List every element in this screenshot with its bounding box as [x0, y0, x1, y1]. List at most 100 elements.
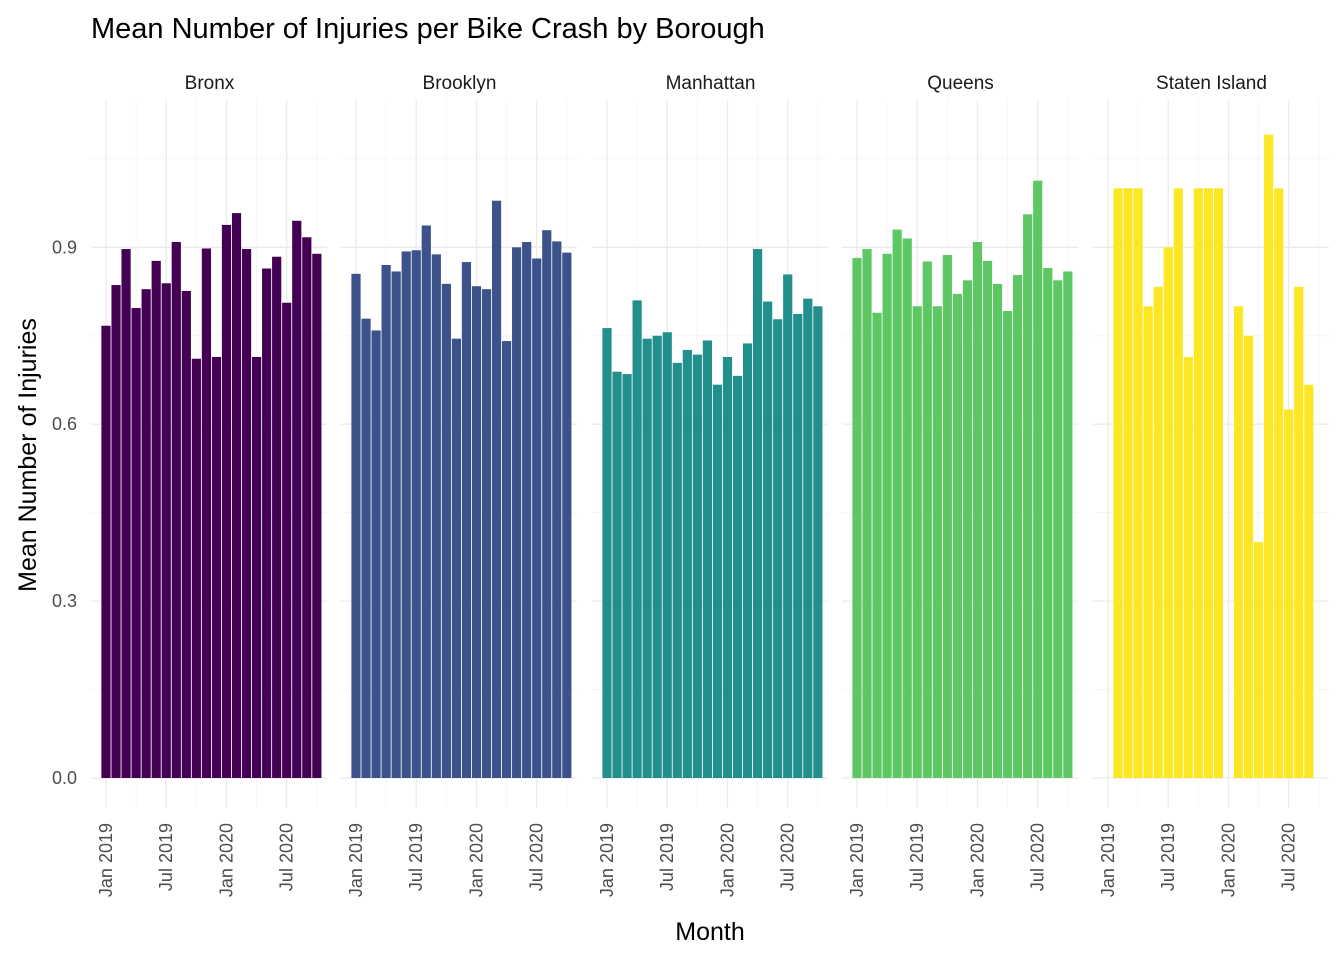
bar	[131, 308, 141, 778]
bar	[381, 264, 391, 778]
bar	[942, 254, 952, 778]
x-tick-label: Jan 2019	[96, 823, 116, 897]
bar	[461, 262, 472, 779]
bar	[862, 249, 872, 779]
bar	[221, 224, 232, 778]
bar	[682, 349, 692, 778]
bar	[692, 354, 702, 778]
bar	[371, 330, 381, 778]
bar	[401, 251, 411, 778]
bar	[262, 268, 272, 778]
bar	[1033, 180, 1043, 778]
bar	[1013, 275, 1023, 778]
bar	[612, 371, 622, 778]
bar	[722, 356, 733, 778]
bar	[1193, 188, 1203, 779]
bar	[932, 306, 942, 778]
x-tick-label: Jan 2020	[1218, 823, 1238, 897]
x-tick-label: Jul 2020	[778, 823, 798, 891]
bar	[231, 213, 242, 778]
bar	[252, 356, 262, 778]
bar	[753, 249, 763, 779]
bar	[1294, 286, 1304, 778]
bar	[441, 283, 451, 778]
x-tick-label: Jan 2020	[466, 823, 486, 897]
bar	[1063, 271, 1073, 778]
facet-strip-label: Bronx	[185, 73, 235, 94]
bar	[872, 312, 882, 778]
x-tick-label: Jan 2020	[216, 823, 236, 897]
bar	[292, 220, 302, 778]
bar	[1203, 188, 1213, 779]
bar	[793, 313, 803, 778]
bar	[1163, 247, 1173, 779]
bar	[141, 289, 151, 778]
bar	[151, 260, 161, 779]
bar	[992, 283, 1003, 778]
bar	[1043, 267, 1053, 778]
x-tick-label: Jan 2019	[597, 823, 617, 897]
bar	[411, 250, 421, 778]
bar	[1003, 310, 1013, 778]
x-tick-label: Jul 2019	[1158, 823, 1178, 891]
bar	[672, 362, 682, 778]
x-tick-label: Jan 2019	[847, 823, 867, 897]
bar	[312, 253, 322, 779]
bar	[652, 335, 662, 778]
bar	[773, 319, 783, 778]
bar	[1023, 214, 1033, 778]
bar	[602, 328, 612, 778]
bar	[282, 302, 292, 778]
bar	[421, 225, 431, 779]
bar	[502, 341, 512, 778]
bar	[522, 241, 532, 779]
bar	[813, 306, 823, 778]
facet-strip-label: Queens	[927, 73, 994, 94]
facet-panel-manhattan: Manhattan Jan 2019 Jul 2019 Jan 2020 Jul 202…	[592, 73, 828, 897]
bar	[742, 343, 753, 778]
facet-panel-bronx: Bronx Jan 2019 Jul 2019 Jan 2020 Jul 2020	[91, 73, 327, 897]
bar	[712, 384, 723, 778]
facet-panel-brooklyn: Brooklyn Jan 2019 Jul 2019 Jan 2020 Jul 2020	[341, 73, 577, 897]
bar	[272, 256, 282, 778]
bar	[241, 249, 252, 779]
x-tick-label: Jul 2019	[156, 823, 176, 891]
bar	[1053, 280, 1063, 778]
bar	[642, 338, 652, 778]
x-tick-label: Jan 2019	[1098, 823, 1118, 897]
chart-title: Mean Number of Injuries per Bike Crash b…	[91, 13, 765, 45]
facet-panels: Bronx Jan 2019 Jul 2019 Jan 2020 Jul 2020 Bro…	[91, 73, 1329, 897]
bar	[1213, 188, 1224, 779]
bar	[803, 298, 813, 778]
bar	[882, 253, 892, 779]
bar	[111, 285, 121, 778]
bar	[1233, 306, 1244, 778]
bar	[171, 241, 181, 779]
facet-panel-staten-island: Staten Island Jan 2019 Jul 2019 Jan 2020 Jul…	[1093, 73, 1329, 897]
facet-strip-label: Manhattan	[666, 73, 756, 94]
x-tick-label: Jul 2019	[657, 823, 677, 891]
bar	[181, 290, 191, 778]
bar	[962, 280, 973, 778]
x-tick-label: Jul 2020	[1279, 823, 1299, 891]
x-tick-label: Jul 2019	[406, 823, 426, 891]
bar	[1274, 188, 1284, 779]
x-tick-label: Jul 2020	[527, 823, 547, 891]
y-tick-label: 0.9	[52, 237, 77, 257]
facet-strip-label: Brooklyn	[423, 73, 497, 94]
bar	[763, 301, 773, 778]
facet-strip-label: Staten Island	[1156, 73, 1267, 94]
bar	[121, 249, 131, 779]
bar	[1113, 188, 1123, 779]
bar	[972, 241, 983, 779]
bar	[302, 237, 312, 779]
bar	[632, 300, 642, 778]
bar	[1173, 188, 1183, 779]
bar	[1254, 542, 1264, 778]
x-axis-title: Month	[675, 918, 744, 946]
bar	[662, 332, 672, 778]
y-tick-label: 0.6	[52, 414, 77, 434]
bar	[1133, 188, 1143, 779]
bar	[702, 340, 712, 778]
bar	[161, 283, 171, 778]
